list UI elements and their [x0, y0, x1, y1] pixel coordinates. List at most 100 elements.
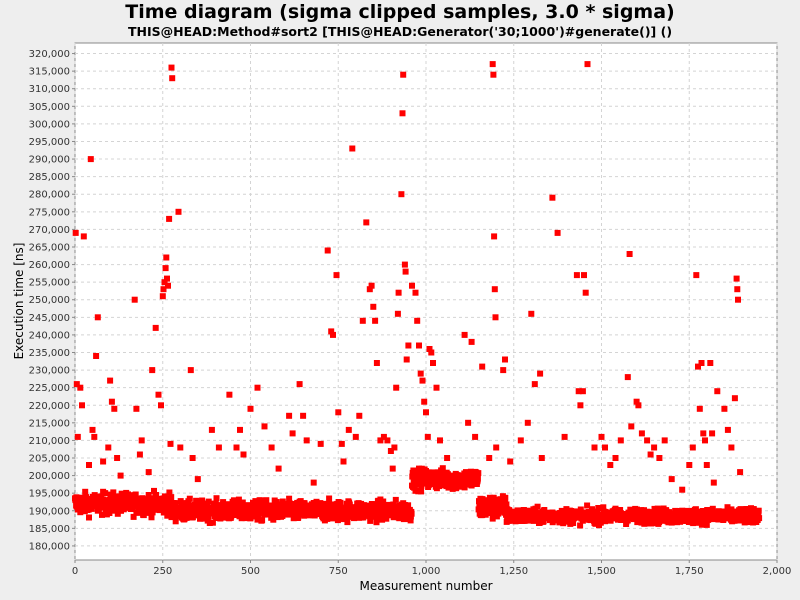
data-point	[155, 391, 162, 398]
data-point	[311, 512, 318, 519]
data-point	[324, 515, 331, 522]
data-point	[158, 402, 164, 409]
data-point	[401, 502, 408, 508]
data-point	[168, 64, 175, 71]
data-point	[591, 444, 598, 451]
data-point	[117, 472, 124, 479]
data-point	[584, 502, 591, 509]
data-point	[72, 229, 79, 236]
data-point	[489, 502, 495, 509]
data-point	[200, 500, 207, 507]
data-point	[167, 440, 174, 447]
data-point	[714, 388, 721, 395]
data-point	[709, 505, 716, 512]
data-point	[86, 514, 92, 521]
data-point	[579, 517, 586, 524]
data-point	[73, 381, 80, 388]
data-point	[380, 433, 387, 440]
data-point	[301, 512, 308, 519]
data-point	[607, 462, 614, 468]
data-point	[703, 521, 710, 528]
y-tick-label: 280,000	[29, 190, 70, 201]
data-point	[325, 500, 332, 507]
data-point	[123, 502, 130, 509]
data-point	[372, 317, 379, 324]
data-point	[421, 398, 428, 405]
data-point	[755, 507, 762, 514]
data-point	[451, 472, 458, 479]
data-point	[177, 444, 184, 451]
data-point	[531, 381, 538, 388]
data-point	[582, 289, 589, 296]
data-point	[689, 444, 696, 451]
data-point	[666, 509, 673, 516]
data-point	[383, 515, 390, 522]
data-point	[225, 501, 231, 508]
data-point	[336, 513, 342, 520]
data-point	[493, 444, 500, 451]
data-point	[638, 430, 645, 437]
data-point	[695, 363, 701, 370]
data-point	[426, 346, 433, 352]
data-point	[651, 444, 658, 451]
y-tick-label: 320,000	[29, 49, 70, 60]
data-point	[187, 367, 194, 374]
data-point	[118, 490, 125, 497]
data-point	[151, 487, 157, 494]
data-point	[208, 426, 215, 433]
data-point	[317, 440, 324, 447]
data-point	[561, 433, 568, 440]
data-point	[656, 455, 663, 461]
data-point	[259, 517, 266, 524]
data-point	[205, 498, 212, 505]
y-axis-label: Execution time [ns]	[12, 243, 26, 360]
data-point	[641, 507, 647, 514]
data-point	[507, 458, 514, 465]
data-point	[390, 501, 397, 508]
data-point	[584, 61, 591, 68]
data-point	[534, 503, 541, 510]
data-point	[168, 494, 175, 501]
data-point	[156, 507, 163, 514]
data-point	[743, 506, 750, 512]
data-point	[352, 433, 359, 440]
data-point	[275, 465, 282, 472]
data-point	[298, 505, 305, 512]
data-point	[402, 515, 409, 522]
data-point	[486, 494, 493, 501]
data-point	[554, 229, 561, 236]
data-point	[528, 310, 535, 317]
data-point	[410, 467, 417, 474]
x-tick-label: 1,750	[675, 566, 704, 577]
data-point	[341, 516, 348, 523]
data-point	[149, 367, 156, 374]
data-point	[651, 505, 658, 512]
data-point	[506, 507, 513, 514]
data-point	[690, 520, 697, 527]
data-point	[170, 503, 177, 510]
data-point	[418, 488, 425, 495]
y-tick-label: 210,000	[29, 436, 70, 447]
data-point	[129, 505, 136, 512]
data-point	[721, 405, 728, 412]
data-point	[359, 317, 366, 324]
data-point	[710, 479, 717, 486]
y-tick-label: 200,000	[29, 471, 70, 482]
data-point	[328, 328, 335, 335]
data-point	[370, 303, 377, 310]
data-point	[200, 515, 207, 522]
data-point	[334, 517, 341, 524]
y-tick-label: 255,000	[29, 278, 70, 289]
data-point	[429, 469, 435, 476]
chart-subtitle: THIS@HEAD:Method#sort2 [THIS@HEAD:Genera…	[127, 24, 673, 39]
data-point	[503, 501, 510, 508]
data-point	[94, 314, 101, 321]
data-point	[268, 444, 275, 451]
data-point	[285, 510, 292, 517]
y-tick-label: 245,000	[29, 313, 70, 324]
data-point	[330, 331, 336, 338]
data-point	[490, 494, 497, 501]
data-point	[145, 492, 152, 498]
data-point	[489, 515, 496, 522]
data-point	[626, 251, 633, 257]
